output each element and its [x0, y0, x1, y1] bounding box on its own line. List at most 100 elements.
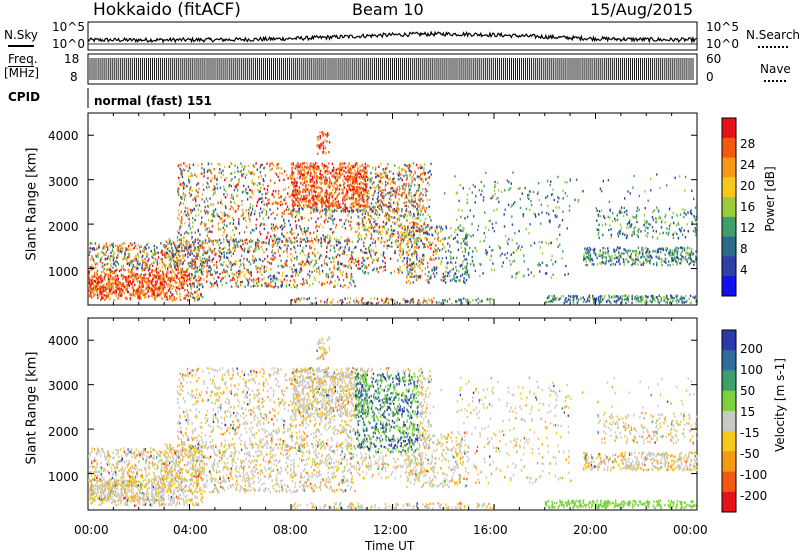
- echo-point: [320, 187, 323, 190]
- echo-point: [338, 219, 341, 222]
- echo-point: [150, 286, 152, 290]
- echo-point: [107, 273, 110, 276]
- echo-point: [219, 163, 221, 166]
- echo-point: [140, 273, 142, 276]
- echo-point: [219, 246, 221, 250]
- echo-point: [182, 255, 185, 258]
- echo-point: [157, 275, 160, 278]
- echo-point: [319, 180, 321, 184]
- echo-point: [189, 195, 192, 198]
- echo-point: [394, 250, 396, 253]
- echo-point: [165, 298, 167, 301]
- echo-point: [392, 208, 394, 212]
- echo-point: [206, 258, 208, 262]
- echo-point: [321, 206, 323, 209]
- echo-point: [357, 203, 359, 206]
- echo-point: [130, 275, 132, 279]
- echo-point: [373, 259, 375, 262]
- echo-point: [422, 227, 424, 230]
- echo-point: [90, 255, 93, 258]
- echo-point: [141, 267, 144, 270]
- echo-point: [176, 292, 178, 295]
- echo-point: [126, 279, 128, 282]
- echo-point: [428, 281, 430, 284]
- echo-point: [298, 203, 300, 206]
- echo-point: [430, 243, 432, 246]
- echo-point: [329, 203, 331, 206]
- echo-point: [370, 202, 373, 205]
- echo-point: [422, 229, 425, 232]
- echo-point: [403, 263, 405, 266]
- echo-point: [231, 247, 234, 250]
- echo-point: [175, 251, 177, 254]
- echo-point: [440, 278, 442, 282]
- echo-point: [247, 164, 250, 167]
- echo-point: [452, 237, 455, 241]
- echo-point: [192, 217, 194, 220]
- echo-point: [160, 274, 162, 277]
- echo-point: [251, 179, 254, 182]
- echo-point: [142, 284, 145, 287]
- echo-point: [228, 214, 230, 218]
- echo-point: [254, 209, 256, 213]
- echo-point: [197, 276, 200, 279]
- echo-point: [90, 266, 93, 269]
- echo-point: [178, 277, 180, 281]
- echo-point: [350, 206, 353, 209]
- echo-point: [362, 256, 364, 260]
- echo-point: [295, 184, 297, 188]
- echo-point: [406, 219, 409, 223]
- echo-point: [303, 206, 305, 209]
- echo-point: [203, 265, 205, 268]
- echo-point: [372, 268, 374, 272]
- echo-point: [115, 260, 117, 263]
- echo-point: [197, 280, 199, 283]
- echo-point: [209, 197, 211, 200]
- echo-point: [324, 239, 326, 242]
- echo-point: [296, 255, 298, 259]
- echo-point: [319, 136, 321, 140]
- echo-point: [151, 255, 153, 258]
- echo-point: [406, 174, 408, 177]
- echo-point: [312, 207, 314, 210]
- echo-point: [95, 275, 97, 278]
- echo-point: [171, 293, 174, 297]
- echo-point: [381, 237, 383, 240]
- echo-point: [97, 279, 100, 282]
- echo-point: [400, 173, 403, 177]
- echo-point: [386, 167, 388, 170]
- echo-point: [192, 260, 195, 263]
- echo-point: [267, 282, 270, 286]
- echo-point: [368, 218, 370, 221]
- echo-point: [304, 231, 306, 234]
- echo-point: [244, 241, 247, 245]
- echo-point: [317, 138, 319, 142]
- echo-point: [213, 185, 215, 188]
- echo-point: [166, 253, 168, 257]
- echo-point: [295, 190, 297, 194]
- echo-point: [298, 170, 301, 174]
- echo-point: [449, 279, 452, 282]
- echo-point: [321, 209, 324, 212]
- echo-point: [289, 266, 291, 269]
- echo-point: [426, 231, 428, 234]
- echo-point: [255, 223, 257, 227]
- echo-point: [260, 207, 262, 210]
- echo-point: [327, 220, 329, 223]
- echo-point: [226, 249, 229, 252]
- echo-point: [336, 197, 338, 200]
- echo-point: [278, 202, 280, 205]
- echo-point: [132, 293, 134, 297]
- echo-point: [315, 226, 317, 229]
- echo-point: [108, 290, 111, 294]
- echo-point: [221, 220, 224, 224]
- echo-point: [284, 222, 286, 225]
- echo-point: [295, 226, 298, 230]
- echo-point: [340, 168, 343, 171]
- echo-point: [358, 259, 360, 263]
- echo-point: [203, 278, 205, 281]
- echo-point: [325, 152, 327, 155]
- echo-point: [362, 194, 364, 197]
- echo-point: [450, 251, 452, 254]
- echo-point: [128, 279, 130, 282]
